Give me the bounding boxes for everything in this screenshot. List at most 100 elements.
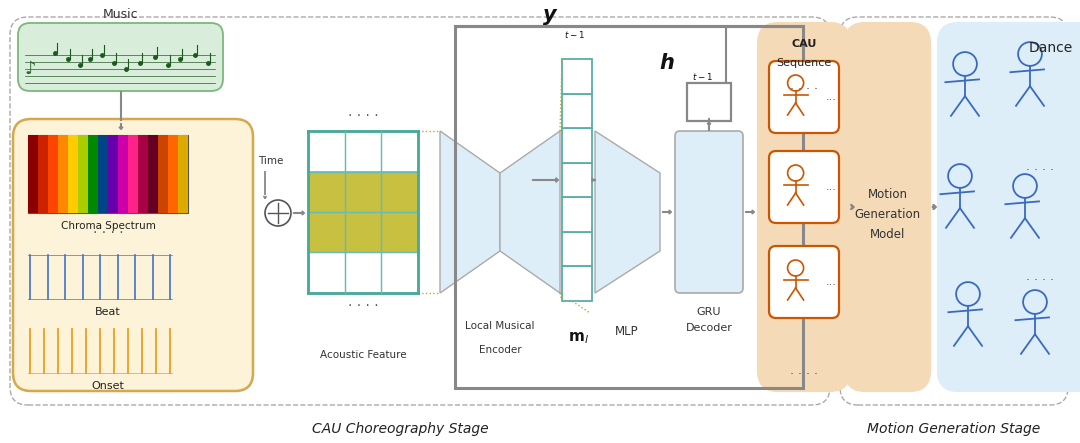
Bar	[108, 198, 118, 213]
Bar	[28, 151, 38, 166]
Bar	[148, 182, 158, 198]
Bar	[68, 135, 78, 213]
Bar	[158, 182, 168, 198]
Bar	[158, 198, 168, 213]
Bar	[308, 131, 418, 293]
Bar	[178, 135, 188, 151]
Bar	[455, 26, 804, 388]
Bar	[68, 182, 78, 198]
Bar	[138, 135, 148, 213]
Bar	[168, 166, 178, 182]
Bar	[118, 166, 129, 182]
Text: Model: Model	[869, 229, 905, 241]
Polygon shape	[500, 131, 561, 293]
Bar	[562, 59, 592, 93]
Text: Onset: Onset	[92, 381, 124, 391]
Bar	[98, 135, 108, 213]
Bar	[129, 135, 138, 151]
Bar	[168, 151, 178, 166]
Text: Music: Music	[104, 8, 139, 22]
Text: Chroma Spectrum: Chroma Spectrum	[60, 221, 156, 231]
Bar	[562, 266, 592, 301]
Bar	[129, 151, 138, 166]
Bar	[178, 182, 188, 198]
Text: Acoustic Feature: Acoustic Feature	[320, 350, 406, 360]
Text: Generation: Generation	[854, 209, 920, 222]
Bar	[48, 135, 58, 213]
FancyBboxPatch shape	[769, 151, 839, 223]
Text: ...: ...	[825, 92, 836, 102]
Bar	[158, 151, 168, 166]
Text: Beat: Beat	[95, 307, 121, 317]
Text: Motion Generation Stage: Motion Generation Stage	[867, 422, 1041, 436]
Text: ...: ...	[825, 182, 836, 192]
Text: · · · ·: · · · ·	[789, 83, 818, 96]
Bar	[87, 135, 98, 213]
Text: Dance: Dance	[1028, 41, 1072, 55]
Bar	[78, 166, 87, 182]
FancyBboxPatch shape	[758, 23, 850, 391]
Bar	[148, 135, 158, 213]
Bar	[108, 135, 118, 151]
Text: Time: Time	[258, 156, 283, 166]
FancyBboxPatch shape	[13, 119, 253, 391]
Text: Local Musical: Local Musical	[465, 321, 535, 331]
Bar	[118, 151, 129, 166]
Bar	[129, 135, 138, 213]
Bar	[138, 166, 148, 182]
Bar	[68, 166, 78, 182]
FancyBboxPatch shape	[939, 23, 1080, 391]
Text: $\boldsymbol{y}$: $\boldsymbol{y}$	[542, 7, 558, 27]
Bar	[98, 135, 108, 151]
Bar	[68, 151, 78, 166]
Bar	[308, 212, 418, 253]
Bar	[98, 166, 108, 182]
Bar	[168, 182, 178, 198]
Text: · · · ·: · · · ·	[1026, 164, 1054, 178]
Bar	[68, 135, 78, 151]
Text: $_{t-1}$: $_{t-1}$	[692, 70, 713, 83]
Bar	[87, 166, 98, 182]
Bar	[87, 151, 98, 166]
Bar	[28, 135, 38, 213]
Text: Sequence: Sequence	[777, 58, 832, 68]
Bar	[168, 198, 178, 213]
FancyBboxPatch shape	[675, 131, 743, 293]
FancyBboxPatch shape	[18, 23, 222, 91]
Bar	[158, 166, 168, 182]
Bar	[78, 135, 87, 213]
Bar	[28, 182, 38, 198]
Bar	[98, 151, 108, 166]
Bar	[118, 182, 129, 198]
Bar	[178, 166, 188, 182]
Bar	[78, 198, 87, 213]
Bar	[87, 135, 98, 151]
Text: Motion: Motion	[867, 189, 907, 202]
Bar	[129, 198, 138, 213]
Text: $_{t-1}$: $_{t-1}$	[564, 28, 585, 42]
Bar	[58, 182, 68, 198]
Bar	[87, 182, 98, 198]
Bar	[58, 166, 68, 182]
Text: GRU: GRU	[697, 307, 721, 317]
FancyBboxPatch shape	[845, 23, 930, 391]
Text: · · · ·: · · · ·	[348, 109, 378, 123]
Bar	[108, 135, 118, 213]
Text: Encoder: Encoder	[478, 345, 522, 355]
Bar	[148, 135, 158, 151]
Bar	[148, 166, 158, 182]
Bar	[58, 198, 68, 213]
Bar	[28, 166, 38, 182]
Bar	[129, 166, 138, 182]
Text: CAU Choreography Stage: CAU Choreography Stage	[312, 422, 488, 436]
Bar	[308, 171, 418, 212]
Bar	[118, 135, 129, 151]
Bar	[562, 93, 592, 128]
Bar	[58, 135, 68, 213]
Text: · · · ·: · · · ·	[348, 299, 378, 313]
Bar	[562, 128, 592, 163]
Bar	[48, 166, 58, 182]
Bar	[118, 135, 129, 213]
Bar	[138, 151, 148, 166]
Circle shape	[265, 200, 291, 226]
